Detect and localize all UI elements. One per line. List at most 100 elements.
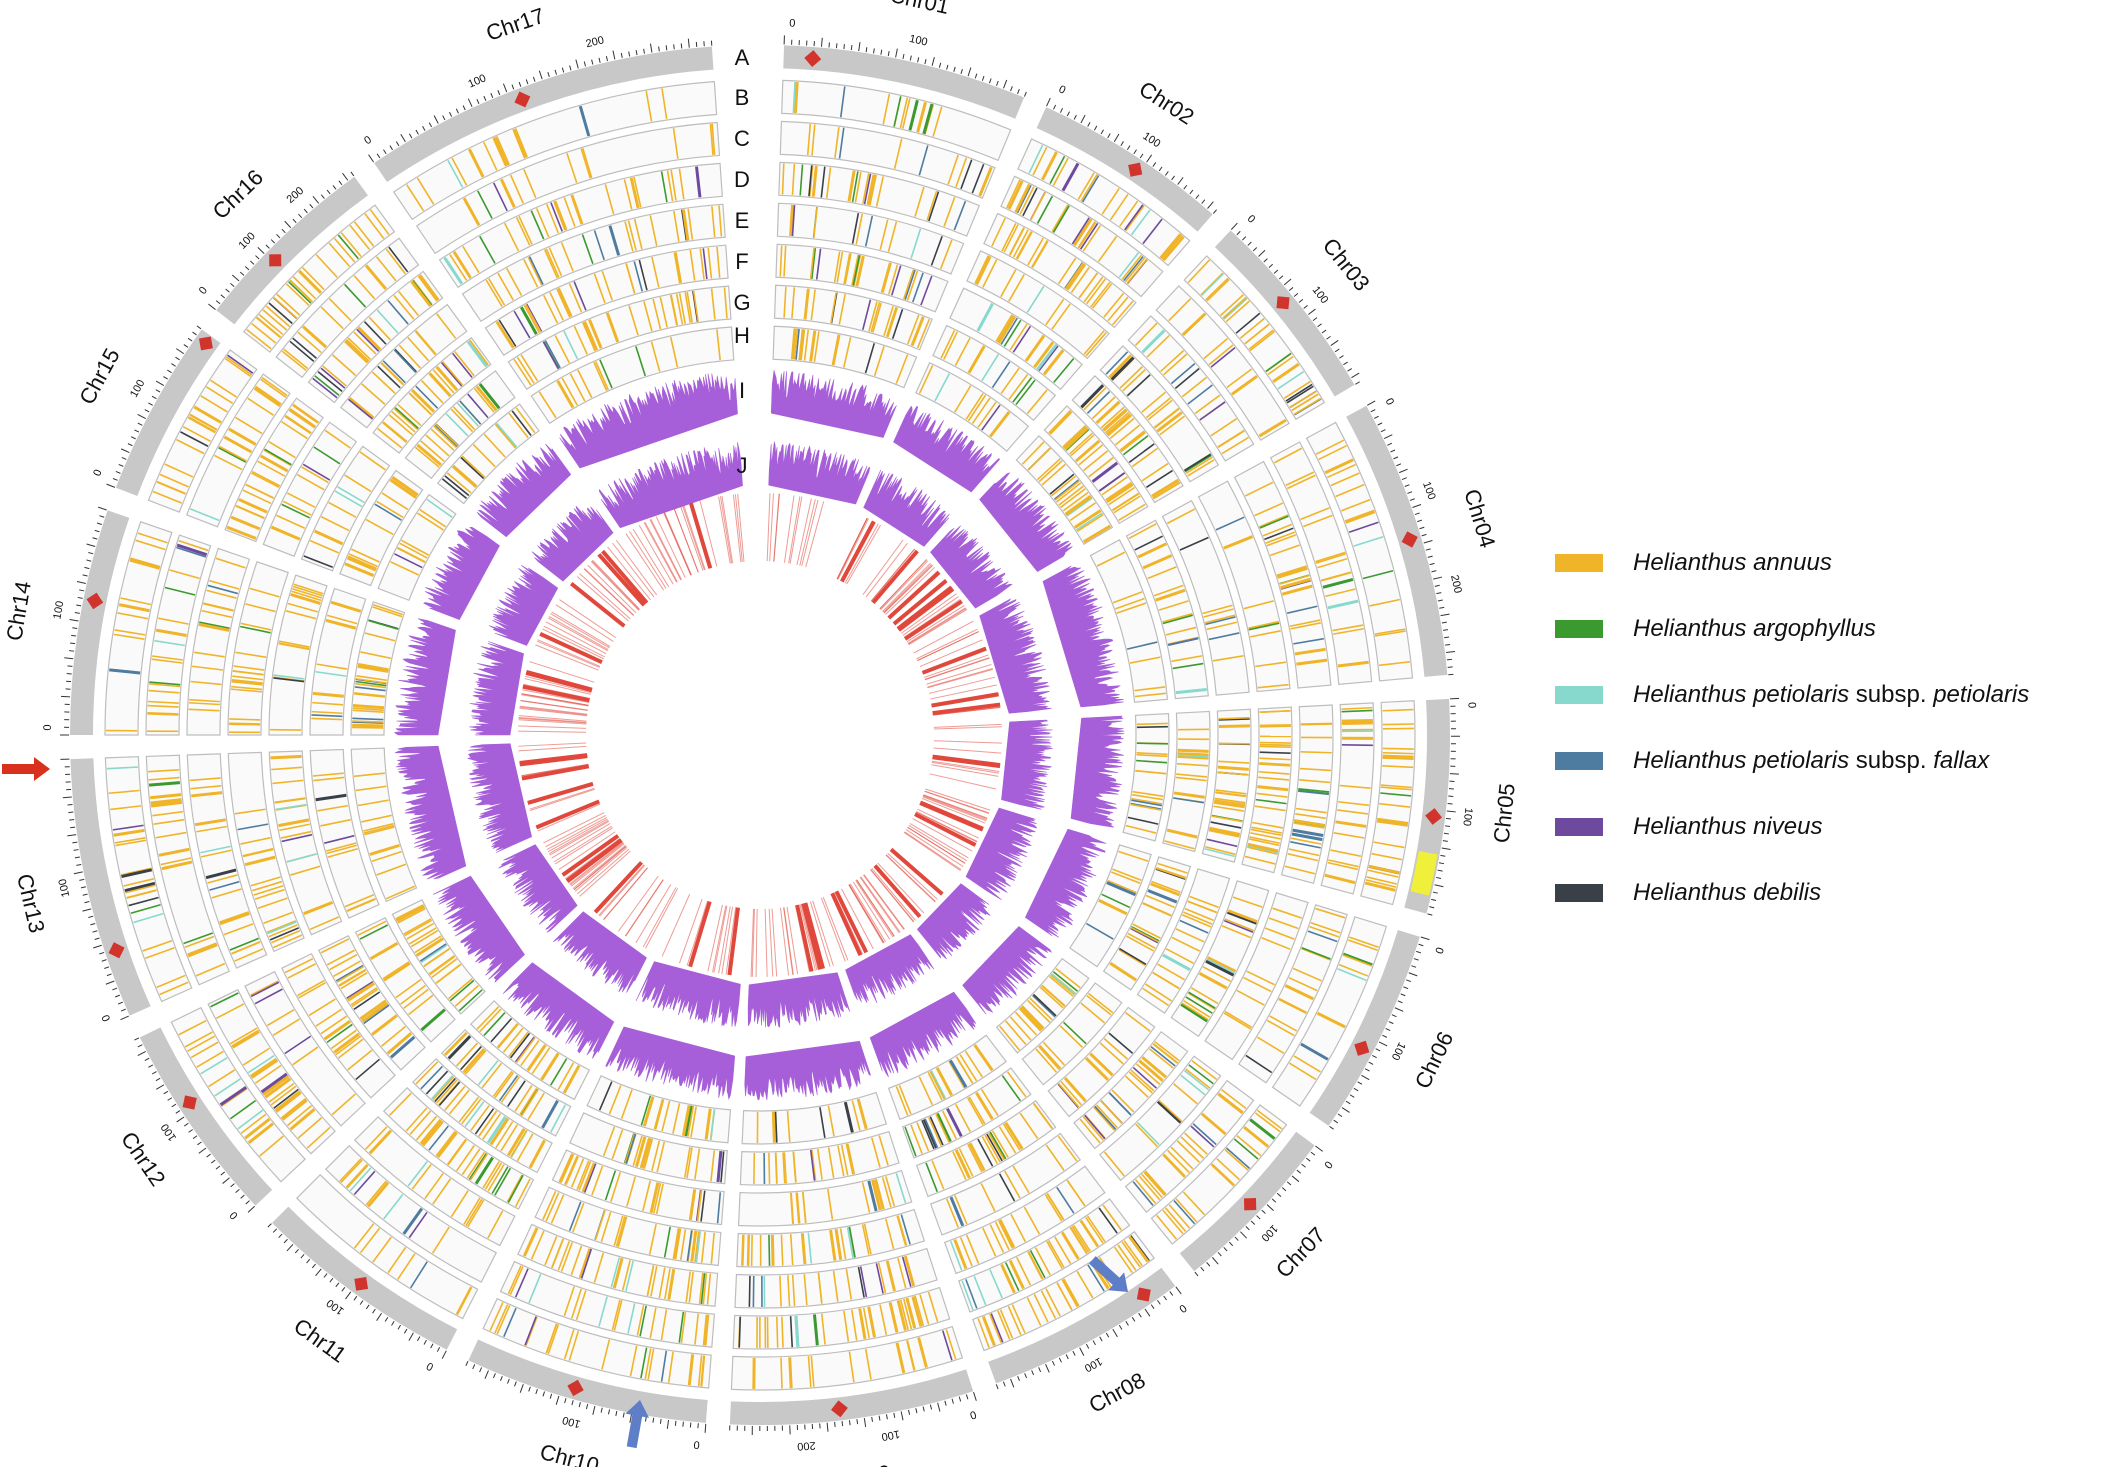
introgression-mark <box>1131 797 1163 805</box>
introgression-mark <box>281 833 313 843</box>
tick-mark <box>163 376 168 380</box>
introgression-mark <box>270 525 301 541</box>
introgression-mark <box>880 262 892 293</box>
introgression-mark <box>700 1273 706 1305</box>
tick-label: 0 <box>693 1438 700 1450</box>
introgression-mark <box>385 248 406 275</box>
introgression-mark <box>279 823 310 832</box>
introgression-mark <box>600 1211 612 1242</box>
ring-j-mark <box>543 625 605 658</box>
ring-j-mark <box>903 599 963 641</box>
introgression-mark <box>347 1049 373 1071</box>
tick-mark <box>1017 88 1020 94</box>
introgression-mark <box>473 387 495 413</box>
introgression-mark <box>486 1116 507 1144</box>
introgression-mark <box>199 621 230 630</box>
introgression-mark <box>1298 788 1330 793</box>
tick-label: 0 <box>42 724 54 730</box>
introgression-mark <box>977 1138 994 1167</box>
introgression-mark <box>1108 1032 1134 1054</box>
tick-mark <box>467 98 473 108</box>
introgression-mark <box>354 693 386 698</box>
introgression-mark <box>804 288 810 320</box>
ring-letter-h: H <box>734 323 750 348</box>
tick-mark <box>1051 1360 1056 1366</box>
introgression-mark <box>450 408 474 433</box>
introgression-mark <box>1118 503 1146 521</box>
introgression-mark <box>1188 1064 1214 1085</box>
ring-j-mark <box>632 528 670 588</box>
tick-label: 100 <box>128 378 147 400</box>
introgression-mark <box>684 292 692 323</box>
introgression-mark <box>1136 752 1168 756</box>
introgression-mark <box>420 1065 443 1090</box>
track-segment <box>1155 285 1290 441</box>
introgression-mark <box>1127 816 1159 825</box>
introgression-mark <box>1055 482 1082 503</box>
introgression-mark <box>661 1100 671 1132</box>
tick-mark <box>479 1367 483 1373</box>
introgression-mark <box>351 988 379 1008</box>
introgression-mark <box>965 392 984 420</box>
introgression-mark <box>178 1019 207 1036</box>
introgression-mark <box>998 316 1017 344</box>
introgression-mark <box>560 242 574 272</box>
introgression-mark <box>333 960 361 978</box>
introgression-mark <box>1202 966 1231 982</box>
introgression-mark <box>380 362 404 386</box>
introgression-mark <box>1014 1011 1038 1036</box>
introgression-mark <box>997 1310 1011 1340</box>
introgression-mark <box>800 1233 807 1265</box>
ring-j-mark <box>933 726 1002 730</box>
introgression-mark <box>1113 1246 1133 1274</box>
introgression-mark <box>474 1108 495 1135</box>
track-segment <box>1201 708 1252 863</box>
tick-mark <box>995 1384 999 1390</box>
introgression-mark <box>353 1223 375 1249</box>
introgression-mark <box>679 1229 687 1261</box>
density-histogram-i <box>930 525 1013 609</box>
introgression-mark <box>1176 1140 1201 1163</box>
introgression-mark <box>557 1240 571 1271</box>
tick-mark <box>1105 1332 1110 1338</box>
introgression-mark <box>570 1245 583 1276</box>
introgression-mark <box>642 1096 655 1127</box>
introgression-mark <box>1326 463 1356 479</box>
ring-j-mark <box>565 837 621 880</box>
introgression-mark <box>357 326 382 351</box>
introgression-mark <box>941 1110 957 1140</box>
introgression-mark <box>881 1177 892 1208</box>
tick-mark <box>76 604 82 607</box>
introgression-mark <box>882 93 891 125</box>
introgression-mark <box>770 1234 775 1266</box>
introgression-mark <box>1068 432 1093 455</box>
introgression-mark <box>333 237 356 263</box>
introgression-mark <box>955 157 968 188</box>
tick-mark <box>176 348 185 355</box>
tick-mark <box>1046 97 1051 107</box>
tick-mark <box>62 796 72 799</box>
introgression-mark <box>1040 1290 1057 1319</box>
ideogram-chr09 <box>729 1369 974 1425</box>
introgression-mark <box>320 938 350 954</box>
introgression-mark <box>1065 496 1092 516</box>
introgression-mark <box>652 298 662 330</box>
introgression-mark <box>1272 362 1300 383</box>
introgression-mark <box>1002 1123 1021 1151</box>
introgression-mark <box>441 478 468 499</box>
introgression-mark <box>1042 1041 1066 1066</box>
introgression-mark <box>1344 509 1375 522</box>
ring-j-mark <box>571 582 626 626</box>
introgression-mark <box>1287 853 1319 862</box>
introgression-mark <box>352 726 384 729</box>
ring-letter-e: E <box>735 208 750 233</box>
introgression-mark <box>1202 604 1233 615</box>
tick-mark <box>1393 456 1399 460</box>
track-segment <box>324 1144 498 1283</box>
introgression-mark <box>431 1226 450 1254</box>
tick-mark <box>303 208 308 214</box>
introgression-mark <box>1262 523 1293 537</box>
ring-j-mark <box>917 808 980 839</box>
introgression-mark <box>452 352 473 379</box>
introgression-mark <box>528 1139 546 1169</box>
